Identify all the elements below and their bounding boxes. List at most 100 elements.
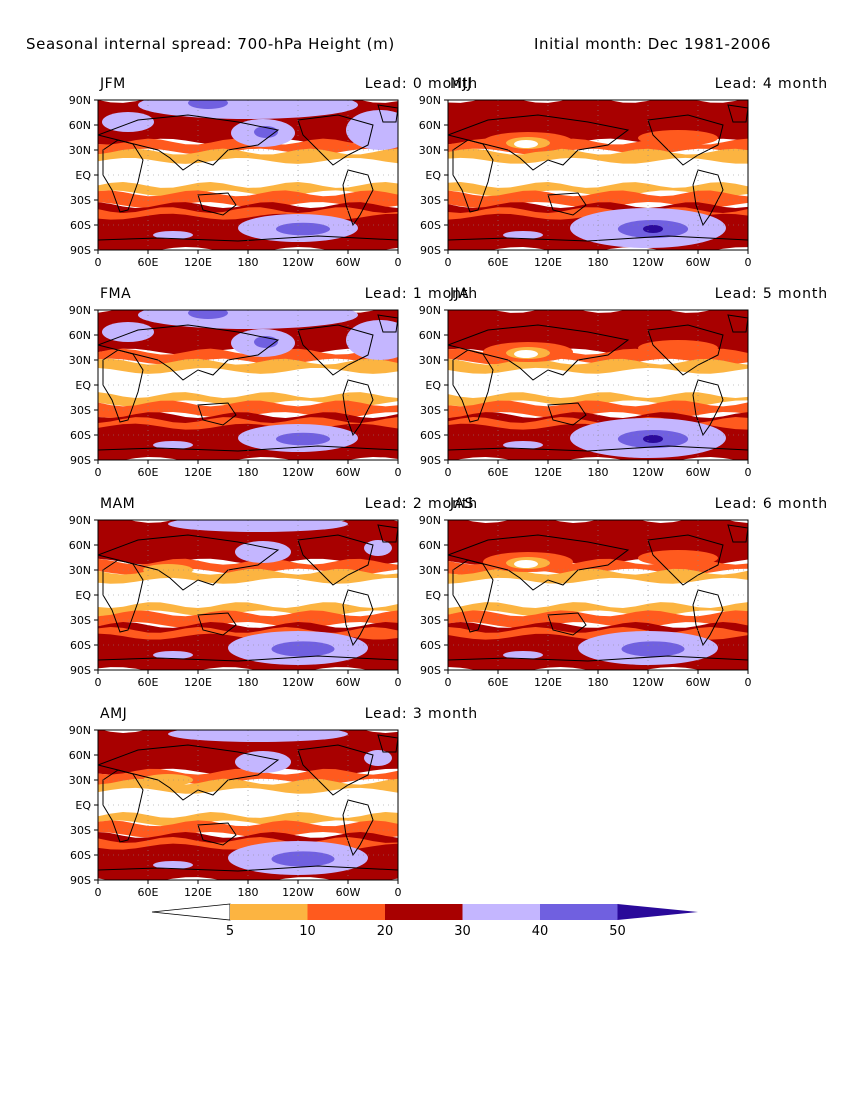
colorbar-tick-label: 5 (226, 924, 234, 939)
lon-tick-label: 60E (138, 886, 159, 896)
map-canvas: 90N 60N 30N EQ 30S 60S 90S 0 60E 120E 180 120W 60W 0 (419, 304, 752, 476)
colorbar-segment (385, 904, 463, 920)
lon-tick-label: 0 (445, 676, 452, 686)
lat-tick-label: 90S (70, 664, 91, 677)
lon-tick-label: 0 (395, 256, 402, 266)
lat-tick-label: 90S (70, 874, 91, 887)
lon-tick-label: 60E (138, 466, 159, 476)
lon-tick-label: 180 (588, 466, 609, 476)
lon-tick-label: 120W (282, 676, 314, 686)
lat-tick-label: 30S (70, 404, 91, 417)
spread-field (448, 100, 748, 250)
spread-field (98, 100, 398, 250)
spread-field (448, 310, 748, 460)
lon-tick-label: 60W (336, 886, 361, 896)
map-panel-fma: FMA Lead: 1 month 90N 60N 30N EQ 30S 60S 90S 0 6… (69, 286, 478, 476)
panel-season-label: MJJ (450, 76, 472, 92)
lat-tick-label: EQ (425, 379, 441, 392)
lat-tick-label: 60N (69, 119, 91, 132)
panel-season-label: JFM (100, 76, 126, 92)
lat-tick-label: 60N (69, 749, 91, 762)
lon-tick-label: 0 (95, 256, 102, 266)
lat-tick-label: 60N (419, 119, 441, 132)
panel-lead-label: Lead: 6 month (714, 496, 828, 512)
lon-tick-label: 0 (445, 466, 452, 476)
lat-tick-label: 30S (420, 614, 441, 627)
lon-tick-label: 180 (238, 676, 259, 686)
lat-tick-label: 30S (420, 194, 441, 207)
coastline (448, 524, 748, 662)
map-canvas: 90N 60N 30N EQ 30S 60S 90S 0 60E 120E 180 120W 60W 0 (69, 94, 402, 266)
lat-tick-label: EQ (75, 589, 91, 602)
lon-tick-label: 180 (238, 466, 259, 476)
map-panel-jfm: JFM Lead: 0 month 90N 60N 30N EQ 30S 60S 90S 0 6… (69, 76, 478, 266)
lon-tick-label: 180 (238, 256, 259, 266)
colorbar-tick-label: 50 (609, 924, 626, 939)
lat-tick-label: 30N (419, 144, 441, 157)
map-canvas: 90N 60N 30N EQ 30S 60S 90S 0 60E 120E 180 120W 60W 0 (69, 724, 402, 896)
lat-tick-label: 60N (69, 539, 91, 552)
panel-season-label: MAM (100, 496, 136, 512)
lat-tick-label: 60S (420, 429, 441, 442)
map-panel-jas: JAS Lead: 6 month 90N 60N 30N EQ 30S 60S 90S 0 6… (419, 496, 828, 686)
map-canvas: 90N 60N 30N EQ 30S 60S 90S 0 60E 120E 180 120W 60W 0 (69, 514, 402, 686)
figure-subtitle: Initial month: Dec 1981-2006 (534, 35, 772, 53)
lat-tick-label: 30N (69, 564, 91, 577)
lon-tick-label: 0 (745, 256, 752, 266)
lat-tick-label: 60S (70, 429, 91, 442)
lon-tick-label: 0 (745, 676, 752, 686)
lat-tick-label: 90N (419, 514, 441, 527)
lat-tick-label: 90N (419, 94, 441, 107)
colorbar-segment (617, 904, 698, 920)
coastline (98, 104, 398, 242)
lon-tick-label: 120E (184, 676, 212, 686)
lon-tick-label: 0 (395, 676, 402, 686)
lat-tick-label: 60N (419, 329, 441, 342)
lat-tick-label: 90N (69, 724, 91, 737)
lat-tick-label: EQ (75, 799, 91, 812)
lat-tick-label: 30S (70, 194, 91, 207)
spread-field (98, 310, 398, 460)
lat-tick-label: 30S (420, 404, 441, 417)
lat-tick-label: 60N (69, 329, 91, 342)
lon-tick-label: 60W (336, 466, 361, 476)
map-canvas: 90N 60N 30N EQ 30S 60S 90S 0 60E 120E 180 120W 60W 0 (419, 514, 752, 686)
lat-tick-label: 60S (420, 639, 441, 652)
map-canvas: 90N 60N 30N EQ 30S 60S 90S 0 60E 120E 180 120W 60W 0 (69, 304, 402, 476)
lon-tick-label: 0 (395, 886, 402, 896)
lat-tick-label: EQ (75, 379, 91, 392)
lat-tick-label: 60S (70, 849, 91, 862)
panel-lead-label: Lead: 2 month (364, 496, 478, 512)
lon-tick-label: 120E (184, 466, 212, 476)
lon-tick-label: 60E (138, 676, 159, 686)
colorbar-tick-label: 30 (454, 924, 471, 939)
panel-lead-label: Lead: 0 month (364, 76, 478, 92)
colorbar-segment (307, 904, 385, 920)
lat-tick-label: EQ (425, 169, 441, 182)
lat-tick-label: 60S (70, 219, 91, 232)
panel-lead-label: Lead: 3 month (364, 706, 478, 722)
lat-tick-label: 30S (70, 824, 91, 837)
map-panel-mjj: MJJ Lead: 4 month 90N 60N 30N EQ 30S 60S 90S 0 6… (419, 76, 828, 266)
colorbar-segment (540, 904, 618, 920)
lat-tick-label: 60S (420, 219, 441, 232)
lat-tick-label: 30N (419, 354, 441, 367)
lat-tick-label: 60S (70, 639, 91, 652)
lon-tick-label: 60E (488, 256, 509, 266)
lon-tick-label: 120W (632, 466, 664, 476)
lon-tick-label: 180 (588, 676, 609, 686)
panel-season-label: JAS (450, 496, 474, 512)
lon-tick-label: 60W (336, 676, 361, 686)
lat-tick-label: 30N (69, 354, 91, 367)
lon-tick-label: 120W (282, 886, 314, 896)
panel-lead-label: Lead: 4 month (714, 76, 828, 92)
lon-tick-label: 120W (632, 256, 664, 266)
lat-tick-label: 30N (419, 564, 441, 577)
lat-tick-label: 60N (419, 539, 441, 552)
lat-tick-label: 30N (69, 144, 91, 157)
lat-tick-label: 90N (69, 514, 91, 527)
lat-tick-label: 90N (69, 304, 91, 317)
map-panel-amj: AMJ Lead: 3 month 90N 60N 30N EQ 30S 60S 90S 0 6… (69, 706, 478, 896)
panel-season-label: AMJ (100, 706, 128, 722)
lon-tick-label: 60E (488, 466, 509, 476)
